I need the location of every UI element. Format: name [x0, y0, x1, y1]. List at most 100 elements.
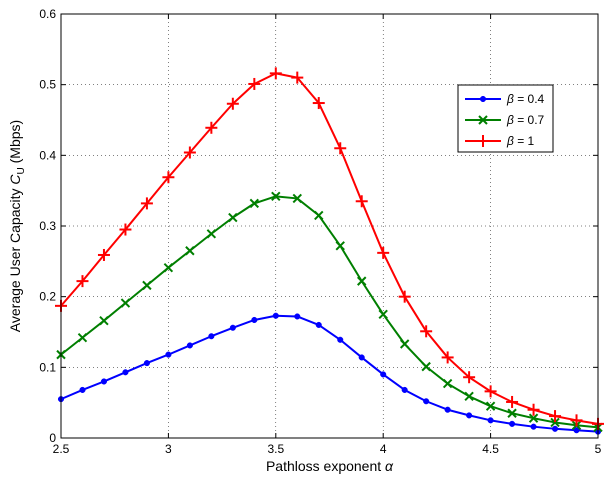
legend-entry-2: β = 0.7 [465, 113, 545, 127]
y-tick-label: 0.1 [39, 360, 56, 374]
data-point [229, 324, 236, 331]
legend-marker [479, 95, 487, 103]
x-tick-label: 4 [380, 442, 387, 456]
data-point [378, 309, 388, 320]
x-marker-stroke [442, 378, 453, 389]
data-point [292, 193, 302, 204]
x-tick-label: 2.5 [53, 442, 70, 456]
data-point [423, 398, 430, 405]
x-marker-stroke [550, 417, 560, 428]
data-point [269, 67, 282, 80]
data-point [335, 241, 345, 251]
data-point [79, 386, 86, 393]
grid [61, 14, 598, 438]
data-point [357, 276, 367, 286]
data-point [251, 316, 258, 324]
data-point [291, 71, 304, 84]
data-point [549, 410, 562, 423]
data-point [550, 417, 560, 428]
legend-marker [478, 115, 488, 125]
data-point [99, 315, 109, 326]
y-tick-label: 0.2 [39, 290, 56, 304]
data-point [162, 171, 175, 184]
y-tick-label: 0.3 [39, 219, 56, 233]
data-point [334, 142, 347, 155]
data-point [551, 425, 559, 432]
data-point [120, 298, 131, 308]
data-point [208, 333, 215, 340]
data-point [530, 423, 537, 430]
data-point [487, 417, 494, 424]
data-point [97, 248, 110, 261]
x-marker-stroke [249, 198, 260, 209]
x-marker-stroke [142, 280, 152, 291]
legend-box [457, 84, 554, 153]
x-tick-label: 5 [595, 442, 602, 456]
data-point [380, 371, 387, 378]
data-point [337, 336, 344, 343]
x-marker-stroke [357, 276, 367, 286]
series-line [60, 314, 599, 433]
x-tick-label: 3.5 [267, 442, 284, 456]
x-marker-stroke [399, 339, 410, 349]
x-marker-stroke [185, 246, 195, 256]
x-marker-stroke [378, 309, 388, 320]
data-point [398, 290, 411, 303]
series-layer [55, 67, 604, 435]
y-axis-label: Average User Capacity CU (Mbps) [7, 120, 27, 332]
x-marker-stroke [485, 401, 496, 411]
x-marker-stroke [421, 361, 431, 372]
data-point [272, 312, 279, 319]
x-marker-stroke [478, 115, 488, 125]
data-point [294, 313, 301, 320]
x-marker-stroke [464, 391, 474, 402]
data-point [100, 378, 108, 385]
y-tick-label: 0.4 [39, 148, 56, 162]
legend-entry-3: β = 1 [465, 134, 535, 148]
x-marker-stroke [335, 241, 345, 251]
ticks: 2.5 3 3.5 4 4.5 5 0 0.1 0.2 0.3 0.4 0.5 0.6 [39, 7, 601, 456]
data-point [420, 325, 433, 338]
x-marker-stroke [99, 315, 109, 326]
data-point [271, 191, 281, 202]
data-point [142, 280, 152, 291]
data-point [312, 97, 325, 110]
data-point [463, 371, 476, 384]
x-marker-stroke [228, 212, 238, 223]
data-point [466, 412, 473, 419]
data-point [226, 97, 239, 110]
x-axis-label: Pathloss exponent α [266, 458, 394, 474]
x-marker-stroke [163, 262, 174, 273]
data-point [206, 229, 217, 239]
legend-label: β = 0.7 [506, 113, 545, 127]
series-line [60, 72, 599, 425]
x-marker-stroke [77, 332, 88, 343]
x-marker-stroke [507, 408, 517, 418]
data-point [444, 406, 451, 413]
legend-marker [477, 135, 489, 147]
data-point [528, 413, 539, 423]
x-marker-stroke [120, 298, 131, 308]
legend-entry-1: β = 0.4 [465, 92, 545, 106]
data-point [399, 339, 410, 349]
data-point [205, 121, 218, 134]
data-point [165, 351, 172, 358]
x-marker-stroke [528, 413, 539, 423]
legend-label: β = 0.4 [506, 92, 545, 106]
x-tick-label: 4.5 [482, 442, 499, 456]
data-point [186, 342, 193, 349]
data-point [228, 212, 238, 223]
data-point [464, 391, 474, 402]
data-point [421, 361, 431, 372]
data-point [401, 386, 408, 393]
data-point [527, 403, 540, 416]
data-point [509, 420, 516, 427]
data-point [122, 369, 129, 376]
data-point [119, 223, 132, 236]
data-point [573, 427, 580, 434]
legend: β = 0.4 β = 0.7 β = 1 [457, 84, 554, 153]
data-point [507, 408, 517, 418]
data-point [506, 395, 519, 408]
x-marker-stroke [271, 191, 281, 202]
